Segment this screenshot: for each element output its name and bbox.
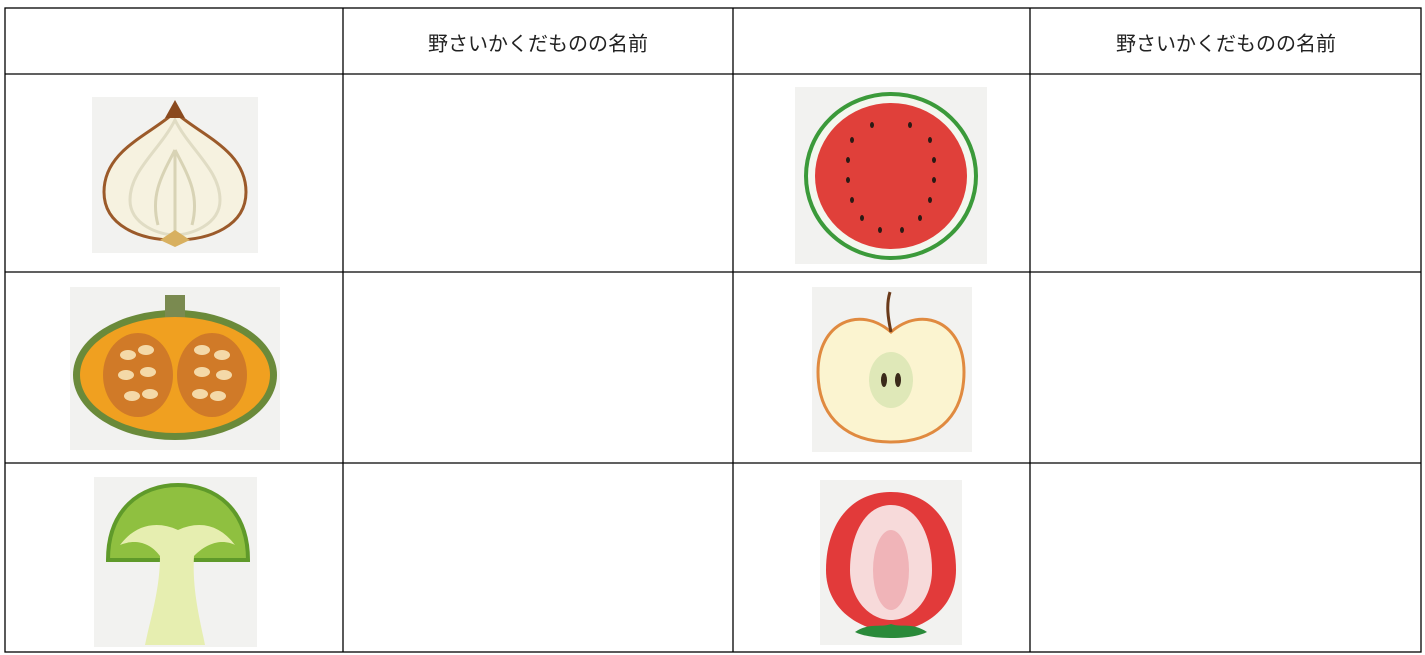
watermelon-illustration xyxy=(795,87,987,264)
onion-illustration xyxy=(92,97,258,253)
header-name: 野さいかくだものの名前 xyxy=(1116,32,1336,56)
apple-illustration xyxy=(812,287,972,452)
table-grid xyxy=(4,7,1422,653)
strawberry-illustration xyxy=(820,480,962,645)
pumpkin-illustration xyxy=(70,287,280,450)
header-name: 野さいかくだものの名前 xyxy=(428,32,648,56)
broccoli-illustration xyxy=(94,477,257,647)
